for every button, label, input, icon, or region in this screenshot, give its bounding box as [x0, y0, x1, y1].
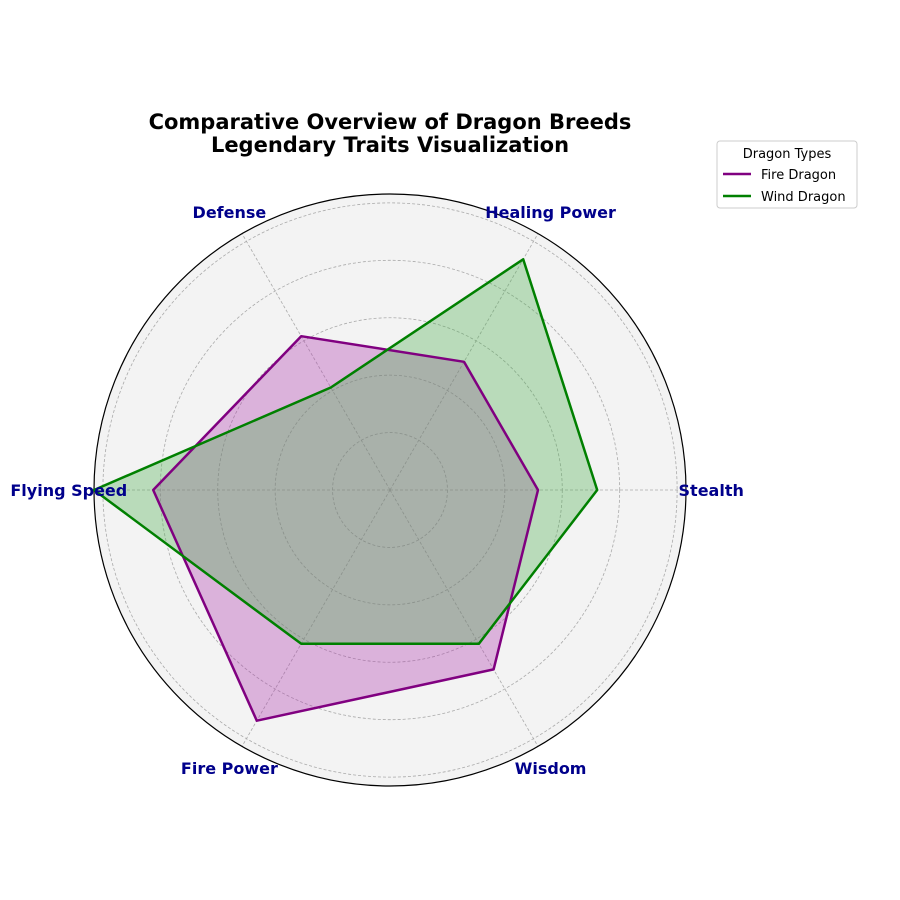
series-fill-2 [94, 259, 598, 644]
axis-label: Flying Speed [10, 481, 127, 500]
axis-label: Healing Power [485, 203, 616, 222]
legend-label: Fire Dragon [761, 168, 836, 183]
legend-title: Dragon Types [743, 147, 832, 162]
chart-title-line-1: Comparative Overview of Dragon Breeds [149, 110, 632, 134]
legend-box [716, 140, 858, 209]
legend-label: Wind Dragon [761, 190, 846, 205]
legend: Dragon Types Fire Dragon Wind Dragon [716, 140, 858, 209]
series-fill-1 [153, 336, 538, 721]
grid-spoke [389, 489, 539, 747]
axis-label: Defense [193, 203, 267, 222]
series-line-1 [151, 334, 540, 722]
chart-title: Comparative Overview of Dragon Breeds Le… [149, 110, 632, 157]
axis-label: Stealth [679, 481, 744, 500]
grid-spoke [241, 233, 391, 491]
axis-label: Fire Power [181, 759, 278, 778]
radar-series [92, 258, 599, 722]
chart-title-line-2: Legendary Traits Visualization [211, 133, 569, 157]
series-line-2 [92, 258, 599, 646]
grid-ring [274, 374, 506, 606]
grid-spoke [241, 489, 391, 747]
legend-entries: Fire Dragon Wind Dragon [723, 168, 846, 205]
grid-ring [159, 259, 621, 721]
axis-label: Wisdom [515, 759, 587, 778]
axis-labels: Stealth Healing Power Defense Flying Speed F… [10, 203, 744, 778]
